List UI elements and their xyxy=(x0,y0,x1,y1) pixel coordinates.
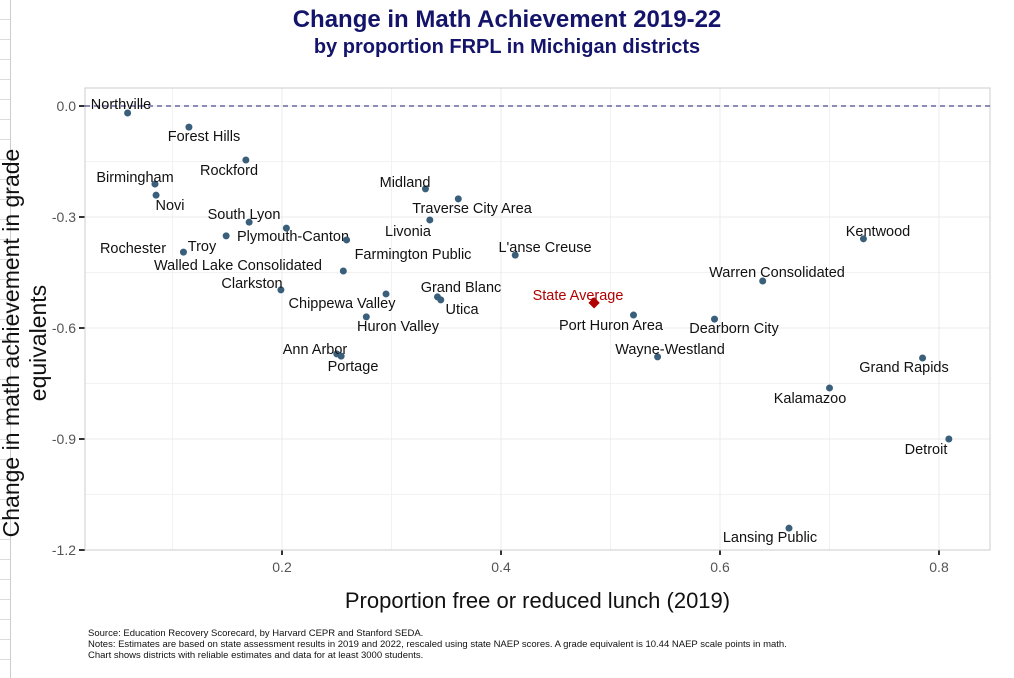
point-label: Clarkston xyxy=(221,276,282,292)
point-label: Troy xyxy=(188,239,217,255)
y-tick-label: -0.3 xyxy=(52,209,76,225)
chart-title: Change in Math Achievement 2019-22 xyxy=(292,6,722,33)
point-label: Huron Valley xyxy=(357,319,440,335)
data-point xyxy=(919,354,927,362)
scope-note: Chart shows districts with reliable esti… xyxy=(88,650,424,661)
point-label: Portage xyxy=(328,359,379,375)
point-label: Grand Rapids xyxy=(859,360,948,376)
x-tick-label: 0.8 xyxy=(929,559,949,575)
point-label: Plymouth-Canton xyxy=(237,229,349,245)
data-point xyxy=(511,251,519,259)
plot-border xyxy=(84,87,991,551)
data-point xyxy=(337,352,345,360)
point-label: Rockford xyxy=(200,163,258,179)
point-label: L'anse Creuse xyxy=(498,240,591,256)
data-point xyxy=(152,191,160,199)
data-point xyxy=(859,235,867,243)
point-label: Northville xyxy=(91,97,151,113)
data-point xyxy=(362,313,370,321)
point-label: Kalamazoo xyxy=(774,391,847,407)
point-label: Wayne-Westland xyxy=(615,342,725,358)
data-point xyxy=(282,224,290,232)
y-tick-label: -0.6 xyxy=(52,320,76,336)
point-label: Birmingham xyxy=(96,170,173,186)
chart-subtitle: by proportion FRPL in Michigan districts xyxy=(313,36,701,58)
point-label: Lansing Public xyxy=(723,530,817,546)
method-note: Notes: Estimates are based on state asse… xyxy=(88,639,787,650)
point-label: Walled Lake Consolidated xyxy=(154,258,322,274)
y-tick-label: 0.0 xyxy=(57,98,77,114)
point-label: Detroit xyxy=(905,442,948,458)
point-label: Warren Consolidated xyxy=(709,265,845,281)
point-label: Farmington Public xyxy=(355,247,472,263)
data-point xyxy=(454,195,462,203)
data-point xyxy=(711,315,719,323)
data-point xyxy=(759,277,767,285)
point-label: Forest Hills xyxy=(168,129,241,145)
point-state-average xyxy=(588,297,600,309)
data-point xyxy=(179,248,187,256)
data-point xyxy=(426,216,434,224)
source-note: Source: Education Recovery Scorecard, by… xyxy=(88,628,424,639)
data-point xyxy=(185,123,193,131)
point-label: Traverse City Area xyxy=(412,201,532,217)
data-point xyxy=(222,232,230,240)
point-label: Ann Arbor xyxy=(283,342,348,358)
data-point xyxy=(245,218,253,226)
data-point xyxy=(124,109,132,117)
data-point xyxy=(343,236,351,244)
point-label: Midland xyxy=(380,175,431,191)
data-point xyxy=(785,524,793,532)
point-label: State Average xyxy=(533,288,624,304)
data-point xyxy=(421,185,429,193)
point-label: Novi xyxy=(155,198,184,214)
data-point xyxy=(654,353,662,361)
point-label: Grand Blanc xyxy=(421,280,502,296)
point-label: Rochester xyxy=(100,241,166,257)
point-label: Kentwood xyxy=(846,224,911,240)
spreadsheet-edge xyxy=(0,0,11,678)
point-label: Livonia xyxy=(385,224,432,240)
point-label: Chippewa Valley xyxy=(289,296,397,312)
x-axis-label: Proportion free or reduced lunch (2019) xyxy=(344,588,731,613)
x-tick-label: 0.4 xyxy=(491,559,511,575)
data-point xyxy=(151,180,159,188)
data-point xyxy=(437,296,445,304)
y-tick-label: -1.2 xyxy=(52,542,76,558)
data-point xyxy=(242,156,250,164)
data-point xyxy=(629,311,637,319)
data-point xyxy=(945,435,953,443)
point-label: Port Huron Area xyxy=(559,318,664,334)
point-label: Dearborn City xyxy=(689,321,779,337)
data-point xyxy=(826,384,833,392)
data-point xyxy=(277,286,285,294)
y-tick-label: -0.9 xyxy=(52,431,76,447)
point-label: Utica xyxy=(445,302,479,318)
data-point xyxy=(339,267,347,275)
x-tick-label: 0.2 xyxy=(272,559,292,575)
data-point xyxy=(382,290,390,298)
point-label: South Lyon xyxy=(208,207,281,223)
x-tick-label: 0.6 xyxy=(710,559,730,575)
chart-notes: Source: Education Recovery Scorecard, by… xyxy=(88,628,787,661)
